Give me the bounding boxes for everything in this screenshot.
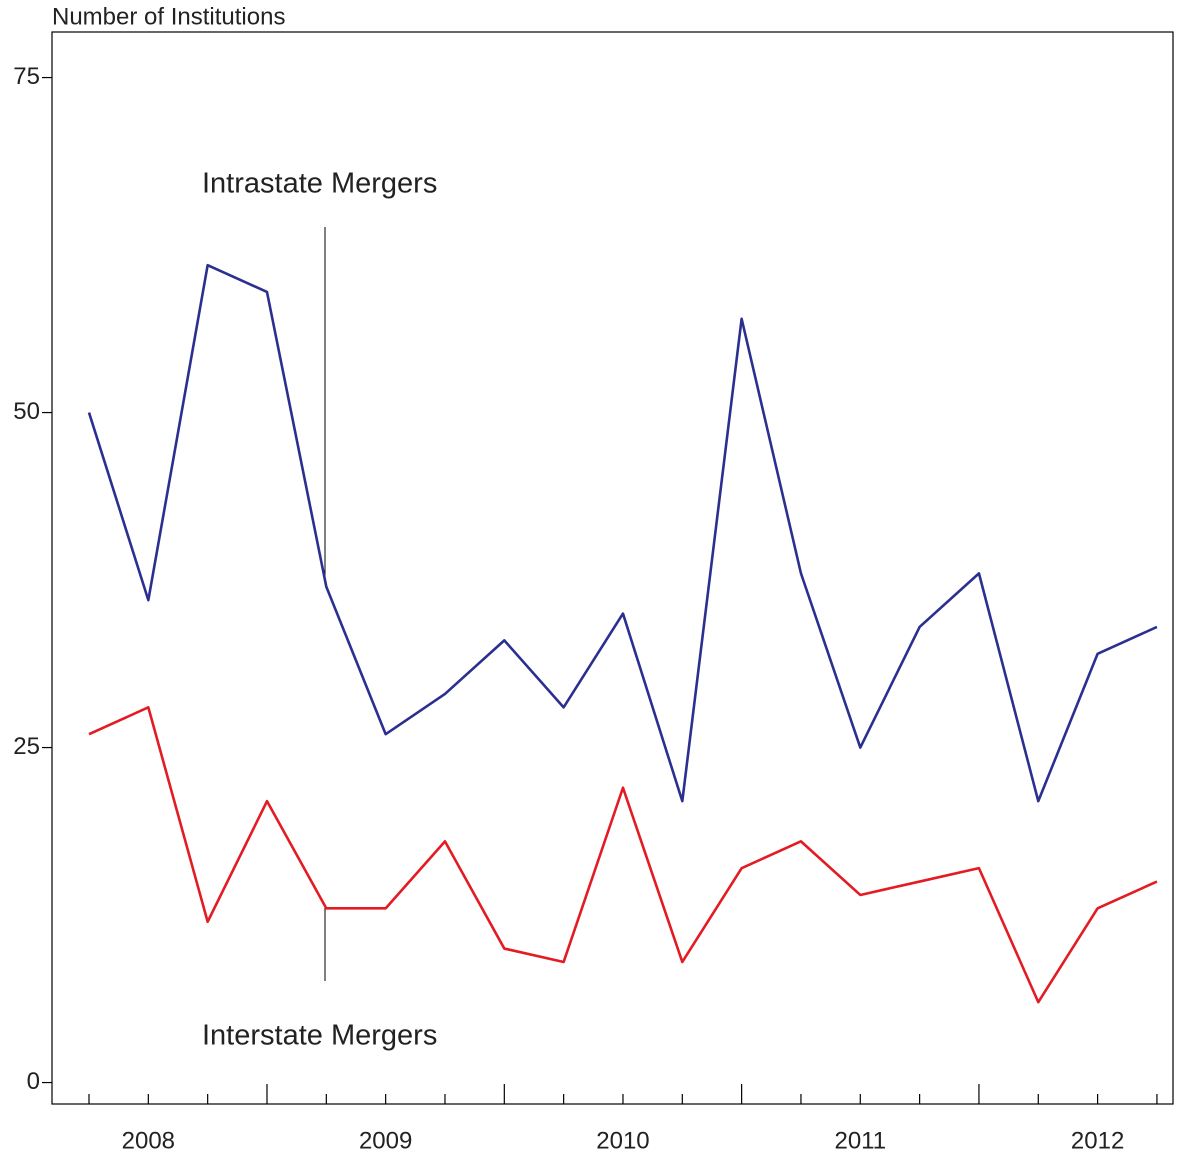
plot-frame <box>51 31 1174 1105</box>
y-axis-label: Number of Institutions <box>52 3 285 30</box>
x-tick-label: 2010 <box>596 1127 649 1154</box>
series-annotation: Interstate Mergers <box>202 1020 437 1052</box>
x-tick-label: 2011 <box>834 1127 886 1154</box>
x-tick-label: 2009 <box>359 1127 412 1154</box>
y-tick-label: 75 <box>13 63 40 90</box>
y-tick-label: 50 <box>13 398 40 425</box>
y-tick-label: 0 <box>27 1068 40 1095</box>
series-annotation: Intrastate Mergers <box>202 168 437 200</box>
y-tick-label: 25 <box>13 733 40 760</box>
x-tick-label: 2008 <box>122 1127 175 1154</box>
series-line <box>88 706 1158 1004</box>
series-line <box>87 263 1158 803</box>
x-tick-label: 2012 <box>1071 1127 1124 1154</box>
